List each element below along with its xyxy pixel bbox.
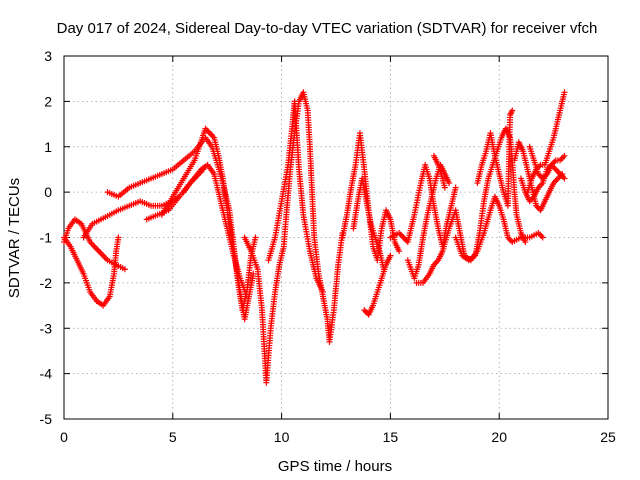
series-track-f bbox=[143, 161, 250, 300]
series-track-k bbox=[361, 252, 394, 318]
data-point bbox=[396, 248, 403, 255]
y-tick-label: 1 bbox=[44, 139, 52, 155]
y-tick-label: 0 bbox=[44, 184, 52, 200]
y-tick-label: -5 bbox=[40, 411, 53, 427]
y-tick-label: -4 bbox=[40, 366, 53, 382]
data-point bbox=[252, 234, 259, 241]
x-tick-label: 15 bbox=[383, 429, 399, 445]
data-point bbox=[561, 152, 568, 159]
series-track-b bbox=[61, 234, 122, 309]
series-track-v bbox=[180, 166, 207, 196]
series-track-t bbox=[526, 143, 568, 182]
x-tick-label: 20 bbox=[491, 429, 507, 445]
data-point bbox=[522, 239, 529, 246]
data-point bbox=[446, 180, 453, 187]
y-tick-label: 2 bbox=[44, 93, 52, 109]
data-point bbox=[539, 234, 546, 241]
y-tick-label: -2 bbox=[40, 275, 53, 291]
grid bbox=[64, 56, 608, 419]
y-tick-label: -3 bbox=[40, 320, 53, 336]
series-track-c bbox=[80, 193, 183, 241]
data-point bbox=[452, 184, 459, 191]
data-point bbox=[121, 266, 128, 273]
x-tick-label: 0 bbox=[60, 429, 68, 445]
data-point bbox=[387, 252, 394, 259]
data-point bbox=[561, 175, 568, 182]
x-axis-label: GPS time / hours bbox=[278, 458, 392, 475]
data-point bbox=[561, 89, 568, 96]
chart-title: Day 017 of 2024, Sidereal Day-to-day VTE… bbox=[57, 20, 598, 37]
series-track-o bbox=[452, 125, 529, 264]
series-track-e bbox=[158, 125, 257, 323]
series-track-p bbox=[474, 107, 516, 209]
data-point bbox=[115, 234, 122, 241]
x-tick-label: 5 bbox=[169, 429, 177, 445]
x-tick-label: 10 bbox=[274, 429, 290, 445]
x-tick-label: 25 bbox=[600, 429, 616, 445]
y-tick-label: 3 bbox=[44, 48, 52, 64]
data-point bbox=[509, 107, 516, 114]
series-track-l bbox=[387, 161, 459, 250]
series-track-h bbox=[265, 98, 326, 295]
y-tick-label: -1 bbox=[40, 230, 53, 246]
y-axis-label: SDTVAR / TECUs bbox=[6, 178, 23, 298]
series-track-u bbox=[430, 152, 448, 191]
data-points bbox=[61, 89, 568, 386]
series-track-i bbox=[339, 130, 403, 264]
data-point bbox=[319, 288, 326, 295]
series-track-r bbox=[524, 89, 568, 196]
axis-ticks: -5 -4 -3 -2 -1 0 1 2 3 0 5 10 15 20 25 bbox=[40, 48, 616, 445]
data-point bbox=[243, 293, 250, 300]
series-track-d bbox=[104, 134, 259, 314]
data-point bbox=[441, 184, 448, 191]
data-point bbox=[200, 166, 207, 173]
